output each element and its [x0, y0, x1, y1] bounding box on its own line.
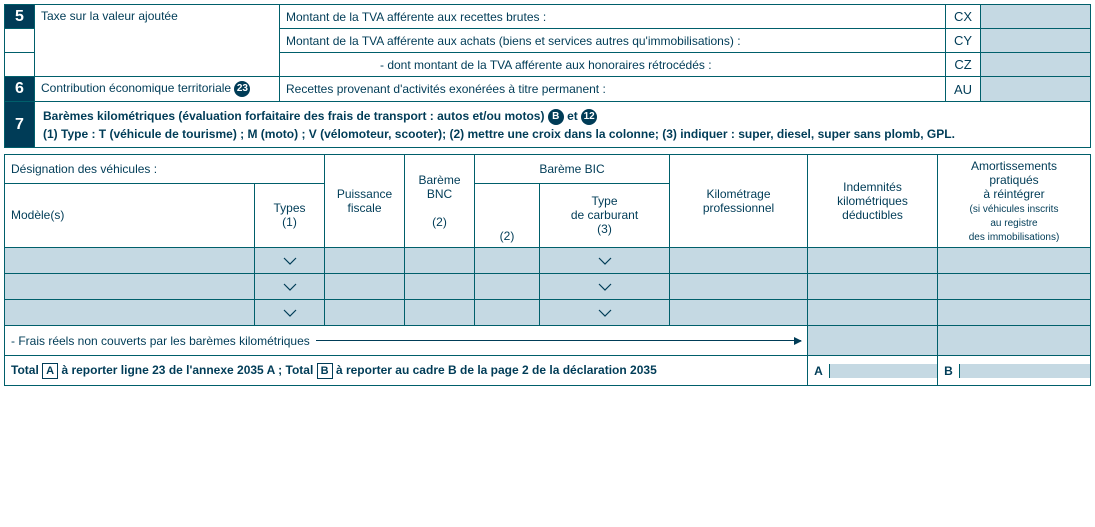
hdr-bic-2: (2)	[475, 183, 540, 247]
hdr-types: Types (1)	[255, 183, 325, 247]
hdr-bareme-bic: Barème BIC	[475, 155, 670, 184]
code-cz: CZ	[946, 53, 981, 77]
cell-indemn[interactable]	[808, 274, 938, 300]
note-12-icon: 12	[581, 109, 597, 125]
vehicle-row	[5, 300, 1091, 326]
total-b-input[interactable]	[960, 364, 1090, 378]
row-5-number-blank2	[5, 53, 35, 77]
chevron-down-icon	[283, 257, 297, 265]
chevron-down-icon	[283, 283, 297, 291]
cell-km[interactable]	[670, 248, 808, 274]
cell-bnc[interactable]	[405, 300, 475, 326]
cell-carburant-dropdown[interactable]	[540, 248, 670, 274]
hdr-carburant: Type de carburant (3)	[540, 183, 670, 247]
cell-modele[interactable]	[5, 274, 255, 300]
cell-modele[interactable]	[5, 248, 255, 274]
cell-type-dropdown[interactable]	[255, 248, 325, 274]
section-5-6-7: 5 Taxe sur la valeur ajoutée Montant de …	[4, 4, 1091, 148]
cell-type-dropdown[interactable]	[255, 274, 325, 300]
chevron-down-icon	[598, 309, 612, 317]
note-b-icon: B	[548, 109, 564, 125]
hdr-km: Kilométrage professionnel	[670, 155, 808, 248]
row-7-content: Barèmes kilométriques (évaluation forfai…	[35, 102, 1091, 148]
cell-amort[interactable]	[938, 274, 1091, 300]
cell-modele[interactable]	[5, 300, 255, 326]
cell-puissance[interactable]	[325, 248, 405, 274]
box-b-icon: B	[317, 363, 333, 379]
code-cx: CX	[946, 5, 981, 29]
cell-km[interactable]	[670, 300, 808, 326]
row-5-number-blank	[5, 29, 35, 53]
hdr-indemn: Indemnités kilométriques déductibles	[808, 155, 938, 248]
row-5-number: 5	[5, 5, 35, 29]
frais-reels-amort[interactable]	[938, 326, 1091, 356]
cell-indemn[interactable]	[808, 248, 938, 274]
input-cy[interactable]	[981, 29, 1091, 53]
hdr-bareme-bnc: Barème BNC(2)	[405, 155, 475, 248]
cell-bnc[interactable]	[405, 274, 475, 300]
vehicles-table: Désignation des véhicules : Puissance fi…	[4, 154, 1091, 386]
chevron-down-icon	[598, 283, 612, 291]
total-b-label: B	[938, 364, 960, 378]
input-cx[interactable]	[981, 5, 1091, 29]
total-b-cell: B	[938, 356, 1091, 386]
cell-carburant-dropdown[interactable]	[540, 300, 670, 326]
hdr-amort: Amortissements pratiqués à réintégrer (s…	[938, 155, 1091, 248]
row-5-desc-1: Montant de la TVA afférente aux recettes…	[280, 5, 946, 29]
cell-type-dropdown[interactable]	[255, 300, 325, 326]
total-a-label: A	[808, 364, 830, 378]
frais-reels-label: - Frais réels non couverts par les barèm…	[5, 326, 808, 356]
total-a-input[interactable]	[830, 364, 937, 378]
cell-bic2[interactable]	[475, 248, 540, 274]
frais-reels-indemn[interactable]	[808, 326, 938, 356]
note-23-icon: 23	[234, 81, 250, 97]
cell-puissance[interactable]	[325, 300, 405, 326]
row-6-number: 6	[5, 77, 35, 102]
hdr-puissance: Puissance fiscale	[325, 155, 405, 248]
cell-amort[interactable]	[938, 248, 1091, 274]
box-a-icon: A	[42, 363, 58, 379]
hdr-designation: Désignation des véhicules :	[5, 155, 325, 184]
cell-bic2[interactable]	[475, 300, 540, 326]
input-au[interactable]	[981, 77, 1091, 102]
hdr-modeles: Modèle(s)	[5, 183, 255, 247]
vehicle-row	[5, 248, 1091, 274]
cell-bic2[interactable]	[475, 274, 540, 300]
row-5-label: Taxe sur la valeur ajoutée	[35, 5, 280, 77]
code-au: AU	[946, 77, 981, 102]
cell-carburant-dropdown[interactable]	[540, 274, 670, 300]
code-cy: CY	[946, 29, 981, 53]
input-cz[interactable]	[981, 53, 1091, 77]
total-a-cell: A	[808, 356, 938, 386]
row-6-desc: Recettes provenant d'activités exonérées…	[280, 77, 946, 102]
vehicle-row	[5, 274, 1091, 300]
row-5-desc-2: Montant de la TVA afférente aux achats (…	[280, 29, 946, 53]
cell-puissance[interactable]	[325, 274, 405, 300]
row-6-label: Contribution économique territoriale 23	[35, 77, 280, 102]
cell-amort[interactable]	[938, 300, 1091, 326]
cell-bnc[interactable]	[405, 248, 475, 274]
row-7-number: 7	[5, 102, 35, 148]
arrow-right-icon	[316, 340, 801, 341]
row-5-desc-3: - dont montant de la TVA afférente aux h…	[280, 53, 946, 77]
total-line-text: Total A à reporter ligne 23 de l'annexe …	[5, 356, 808, 386]
cell-km[interactable]	[670, 274, 808, 300]
chevron-down-icon	[283, 309, 297, 317]
chevron-down-icon	[598, 257, 612, 265]
cell-indemn[interactable]	[808, 300, 938, 326]
